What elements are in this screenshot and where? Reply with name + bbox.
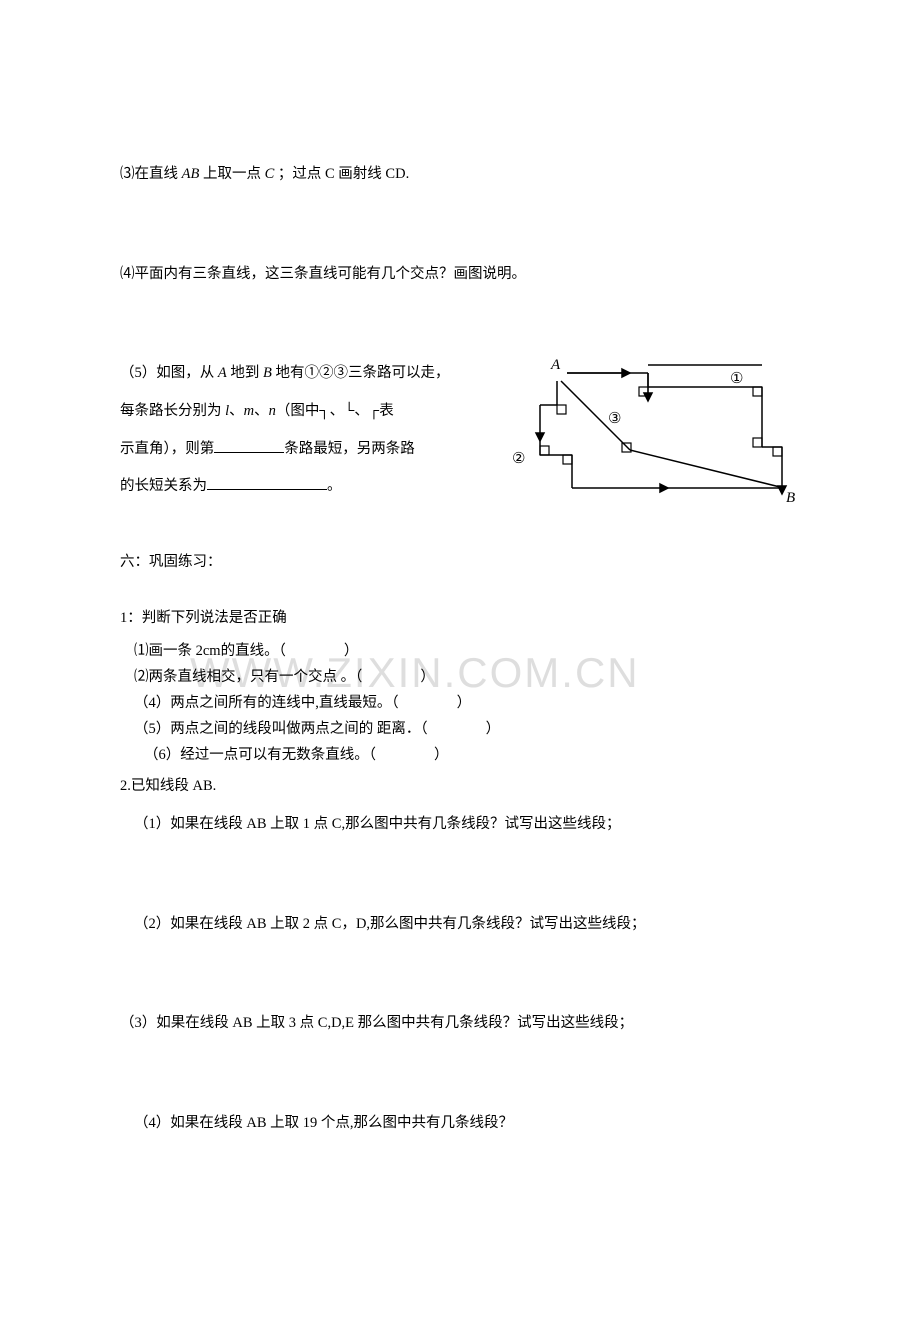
q3-t1: ⑶在直线	[120, 166, 182, 182]
list-item: ⑵两条直线相交，只有一个交点 。（ ）	[120, 664, 800, 690]
q5-m: m	[244, 403, 254, 419]
q5-n: n	[269, 403, 276, 419]
svg-text:②: ②	[512, 451, 525, 467]
q5-l2a: 每条路长分别为	[120, 403, 225, 419]
q3-t2: 上取一点	[199, 166, 264, 182]
sec6-q2-title: 2.已知线段 AB.	[120, 768, 800, 806]
q5-blank1	[214, 438, 284, 453]
q5-line1: （5）如图，从 A 地到 B 地有①②③三条路可以走，	[120, 355, 500, 393]
q3-t3: ；过点 C 画射线 CD.	[274, 166, 409, 182]
q5-l1a: （5）如图，从	[120, 365, 218, 381]
sec6-title: 六：巩固练习：	[120, 544, 800, 582]
list-item: ⑴画一条 2cm的直线。（ ）	[120, 638, 800, 664]
q5-l3a: 示直角），则第	[120, 441, 214, 457]
svg-text:③: ③	[608, 411, 621, 427]
list-item: （5）两点之间的线段叫做两点之间的 距离．（ ）	[120, 716, 800, 742]
q5-blank2	[207, 475, 327, 490]
q5-line2: 每条路长分别为 l、m、n（图中┐、└、┌表	[120, 393, 500, 431]
svg-text:A: A	[550, 357, 561, 373]
sec6-q1-title-text: 1：判断下列说法是否正确	[120, 610, 287, 626]
sec6-q1-title: 1：判断下列说法是否正确 WWW.ZIXIN.COM.CN	[120, 600, 800, 638]
q3-c: C	[265, 166, 275, 182]
q5-line4: 的长短关系为 。	[120, 468, 500, 506]
q4-line: ⑷平面内有三条直线，这三条直线可能有几个交点？画图说明。	[120, 256, 800, 294]
q5-A: A	[218, 365, 227, 381]
q3-line: ⑶在直线 AB 上取一点 C ；过点 C 画射线 CD.	[120, 156, 800, 194]
list-item: （3）如果在线段 AB 上取 3 点 C,D,E 那么图中共有几条线段？试写出这…	[120, 1005, 800, 1043]
list-item: （1）如果在线段 AB 上取 1 点 C,那么图中共有几条线段？试写出这些线段；	[120, 806, 800, 844]
list-item: （4）如果在线段 AB 上取 19 个点,那么图中共有几条线段？	[120, 1105, 800, 1143]
svg-text:B: B	[786, 490, 795, 505]
q5-B: B	[263, 365, 272, 381]
q5-s1: 、	[229, 403, 244, 419]
q5-l3b: 条路最短，另两条路	[284, 441, 415, 457]
list-item: （4）两点之间所有的连线中,直线最短。（ ）	[120, 690, 800, 716]
q5-l1c: 地有①②③三条路可以走，	[272, 365, 450, 381]
svg-text:①: ①	[730, 371, 743, 387]
q3-ab: AB	[182, 166, 200, 182]
q5-l4a: 的长短关系为	[120, 478, 207, 494]
list-item: （6）经过一点可以有无数条直线。（ ）	[120, 742, 800, 768]
sec6-q1-items: ⑴画一条 2cm的直线。（ ） ⑵两条直线相交，只有一个交点 。（ ） （4）两…	[120, 638, 800, 768]
q5-line3: 示直角），则第 条路最短，另两条路	[120, 431, 500, 469]
list-item: （2）如果在线段 AB 上取 2 点 C，D,那么图中共有几条线段？试写出这些线…	[120, 906, 800, 944]
q5-l4b: 。	[327, 478, 342, 494]
q5-s2: 、	[254, 403, 269, 419]
q5-diagram: A B ① ③ ②	[500, 355, 800, 510]
q4-text: ⑷平面内有三条直线，这三条直线可能有几个交点？画图说明。	[120, 266, 526, 282]
q5-l2b: （图中┐、└、┌表	[276, 403, 394, 419]
q5-l1b: 地到	[227, 365, 263, 381]
